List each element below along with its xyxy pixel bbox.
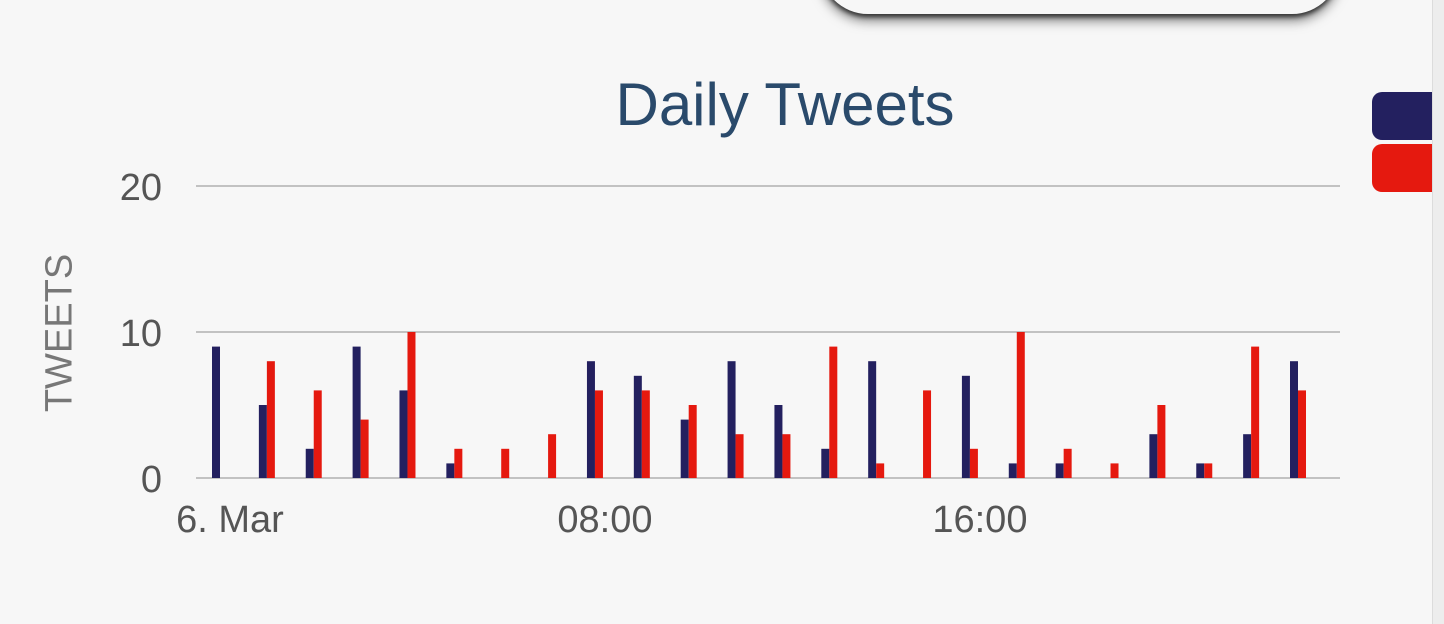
bar-series-1-09:00[interactable] bbox=[633, 375, 642, 478]
bar-series-2-07:00[interactable] bbox=[548, 434, 557, 478]
bar-series-2-04:00[interactable] bbox=[407, 332, 416, 478]
bar-series-2-20:00[interactable] bbox=[1157, 405, 1166, 478]
bar-series-1-04:00[interactable] bbox=[399, 390, 408, 478]
y-axis-ticks: 0 10 20 bbox=[120, 167, 162, 501]
gridlines bbox=[196, 185, 1340, 479]
bar-series-1-20:00[interactable] bbox=[1149, 434, 1158, 478]
bar-series-1-21:00[interactable] bbox=[1196, 463, 1205, 478]
x-axis-ticks: 6. Mar 08:00 16:00 bbox=[176, 499, 1027, 541]
chart-title: Daily Tweets bbox=[615, 71, 955, 138]
bar-series-2-02:00[interactable] bbox=[313, 390, 322, 478]
bar-series-2-12:00[interactable] bbox=[782, 434, 791, 478]
bar-series-2-03:00[interactable] bbox=[360, 419, 369, 478]
bar-series-2-08:00[interactable] bbox=[594, 390, 603, 478]
bar-series-2-18:00[interactable] bbox=[1063, 448, 1072, 478]
x-tick-label: 16:00 bbox=[932, 499, 1027, 541]
bar-series-2-06:00[interactable] bbox=[501, 448, 510, 478]
bar-series-1-14:00[interactable] bbox=[868, 361, 877, 478]
bar-series-2-15:00[interactable] bbox=[923, 390, 932, 478]
legend-swatch-series-2[interactable] bbox=[1372, 144, 1432, 192]
bar-series-1-03:00[interactable] bbox=[352, 346, 361, 478]
bar-series-1-18:00[interactable] bbox=[1055, 463, 1064, 478]
bar-series-1-05:00[interactable] bbox=[446, 463, 455, 478]
bar-series-2-21:00[interactable] bbox=[1204, 463, 1213, 478]
bar-series-1-22:00[interactable] bbox=[1243, 434, 1252, 478]
bar-series-1-12:00[interactable] bbox=[774, 405, 783, 478]
bar-series-2-14:00[interactable] bbox=[876, 463, 885, 478]
bar-series-1-16:00[interactable] bbox=[961, 375, 970, 478]
scrollbar[interactable] bbox=[1432, 0, 1444, 624]
x-tick-label: 08:00 bbox=[557, 499, 652, 541]
bar-series-2-22:00[interactable] bbox=[1251, 346, 1260, 478]
y-tick-label: 10 bbox=[120, 313, 162, 355]
bar-series-1-17:00[interactable] bbox=[1008, 463, 1017, 478]
bar-series-2-09:00[interactable] bbox=[641, 390, 650, 478]
bar-series-2-16:00[interactable] bbox=[969, 448, 978, 478]
bar-series-2-13:00[interactable] bbox=[829, 346, 838, 478]
bar-series-2-11:00[interactable] bbox=[735, 434, 744, 478]
bar-series-1-23:00[interactable] bbox=[1290, 361, 1298, 478]
bar-series-2-05:00[interactable] bbox=[454, 448, 463, 478]
bar-series-2-23:00[interactable] bbox=[1298, 390, 1306, 478]
popup-shadow bbox=[820, 0, 1340, 14]
legend-swatch-series-1[interactable] bbox=[1372, 92, 1432, 140]
bar-series-1-13:00[interactable] bbox=[821, 448, 830, 478]
bar-series-1-11:00[interactable] bbox=[727, 361, 736, 478]
x-tick-label: 6. Mar bbox=[176, 499, 284, 541]
y-tick-label: 0 bbox=[141, 459, 162, 501]
bars bbox=[212, 332, 1306, 478]
bar-series-1-02:00[interactable] bbox=[305, 448, 314, 478]
bar-series-1-00:00[interactable] bbox=[212, 346, 220, 478]
bar-series-1-08:00[interactable] bbox=[586, 361, 595, 478]
bar-series-1-01:00[interactable] bbox=[258, 405, 267, 478]
bar-series-2-19:00[interactable] bbox=[1110, 463, 1119, 478]
y-tick-label: 20 bbox=[120, 167, 162, 209]
bar-series-1-10:00[interactable] bbox=[680, 419, 689, 478]
bar-series-2-17:00[interactable] bbox=[1016, 332, 1025, 478]
bar-series-2-10:00[interactable] bbox=[688, 405, 697, 478]
bar-series-2-01:00[interactable] bbox=[266, 361, 275, 478]
